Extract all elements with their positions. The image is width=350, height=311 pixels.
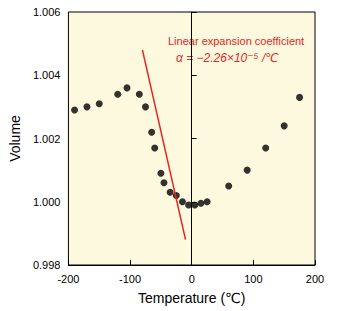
svg-text:1.000: 1.000: [33, 196, 61, 208]
svg-text:1.006: 1.006: [33, 6, 61, 18]
svg-text:Linear expansion coefficient: Linear expansion coefficient: [168, 35, 304, 47]
svg-text:0: 0: [189, 273, 195, 285]
svg-text:Volume: Volume: [7, 115, 23, 162]
svg-text:0.998: 0.998: [33, 259, 61, 271]
svg-text:α = −2.26×10⁻⁵ /℃: α = −2.26×10⁻⁵ /℃: [176, 51, 279, 65]
svg-text:1.004: 1.004: [33, 69, 61, 81]
svg-text:200: 200: [306, 273, 324, 285]
svg-text:-100: -100: [119, 273, 141, 285]
svg-text:100: 100: [244, 273, 262, 285]
svg-text:1.002: 1.002: [33, 133, 61, 145]
svg-text:-200: -200: [57, 273, 79, 285]
svg-text:Temperature (℃): Temperature (℃): [138, 290, 246, 306]
